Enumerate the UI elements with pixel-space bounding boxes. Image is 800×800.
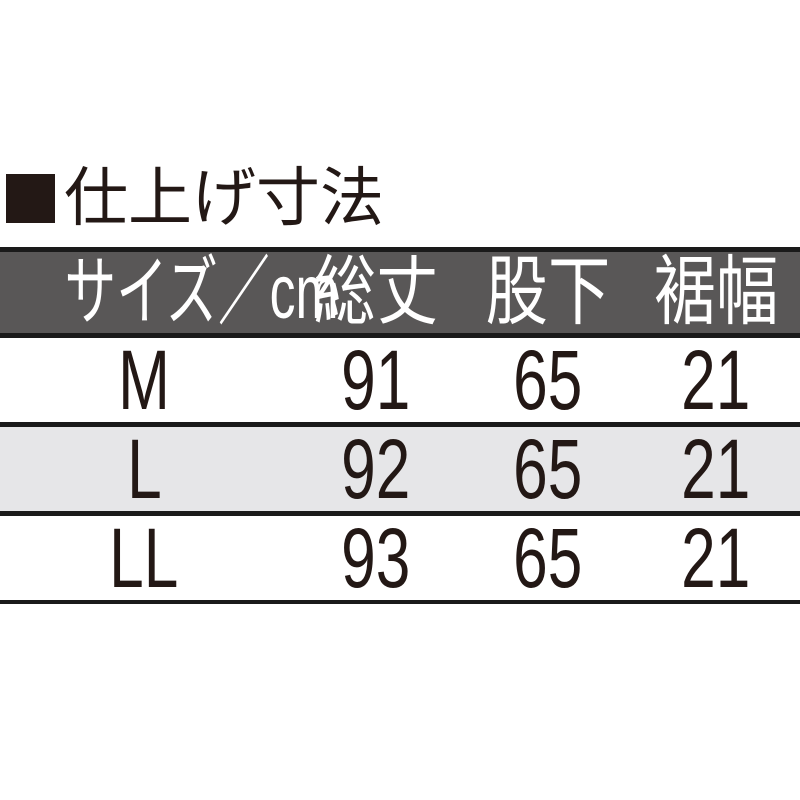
cell-l-size: L [0, 425, 288, 514]
cell-l-inseam: 65 [464, 425, 632, 514]
cell-l-inseam-value: 65 [513, 422, 583, 516]
column-header-size-cm: サイズ／cm [0, 250, 338, 336]
column-header-total-length: 総丈 [288, 250, 464, 336]
cell-ll-total-length: 93 [288, 514, 464, 603]
size-chart-table: サイズ／cm 総丈 股下 裾幅 M 91 65 21 L [0, 247, 800, 604]
cell-ll-total-length-value: 93 [341, 511, 411, 605]
column-header-total-length-label: 総丈 [313, 249, 439, 335]
table-row-size-ll: LL 93 65 21 [0, 513, 800, 603]
cell-ll-hem-width-value: 21 [681, 511, 751, 605]
cell-l-hem-width-value: 21 [681, 422, 751, 516]
column-header-inseam: 股下 [464, 250, 632, 336]
cell-m-size: M [0, 336, 288, 425]
cell-m-inseam: 65 [464, 336, 632, 425]
cell-l-total-length: 92 [288, 425, 464, 514]
table-row-size-l: L 92 65 21 [0, 424, 800, 514]
column-header-inseam-label: 股下 [485, 249, 611, 335]
cell-m-hem-width-value: 21 [681, 333, 751, 427]
column-header-size-cm-label: サイズ／cm [64, 249, 339, 335]
square-bullet-icon [6, 173, 55, 223]
cell-ll-size-value: LL [109, 511, 179, 605]
column-header-hem-width: 裾幅 [632, 250, 800, 336]
cell-l-total-length-value: 92 [341, 422, 411, 516]
header-row: サイズ／cm 総丈 股下 裾幅 [0, 249, 800, 336]
cell-ll-hem-width: 21 [632, 514, 800, 603]
cell-m-inseam-value: 65 [513, 333, 583, 427]
cell-l-hem-width: 21 [632, 425, 800, 514]
table-row-size-m: M 91 65 21 [0, 335, 800, 425]
column-header-hem-width-label: 裾幅 [653, 249, 779, 335]
cell-ll-size: LL [0, 514, 288, 603]
cell-l-size-value: L [126, 422, 162, 516]
section-title: 仕上げ寸法 [6, 164, 384, 232]
cell-ll-inseam: 65 [464, 514, 632, 603]
cell-ll-inseam-value: 65 [513, 511, 583, 605]
cell-m-hem-width: 21 [632, 336, 800, 425]
section-title-text: 仕上げ寸法 [64, 162, 384, 234]
cell-m-total-length-value: 91 [341, 333, 411, 427]
cell-m-size-value: M [118, 333, 170, 427]
cell-m-total-length: 91 [288, 336, 464, 425]
